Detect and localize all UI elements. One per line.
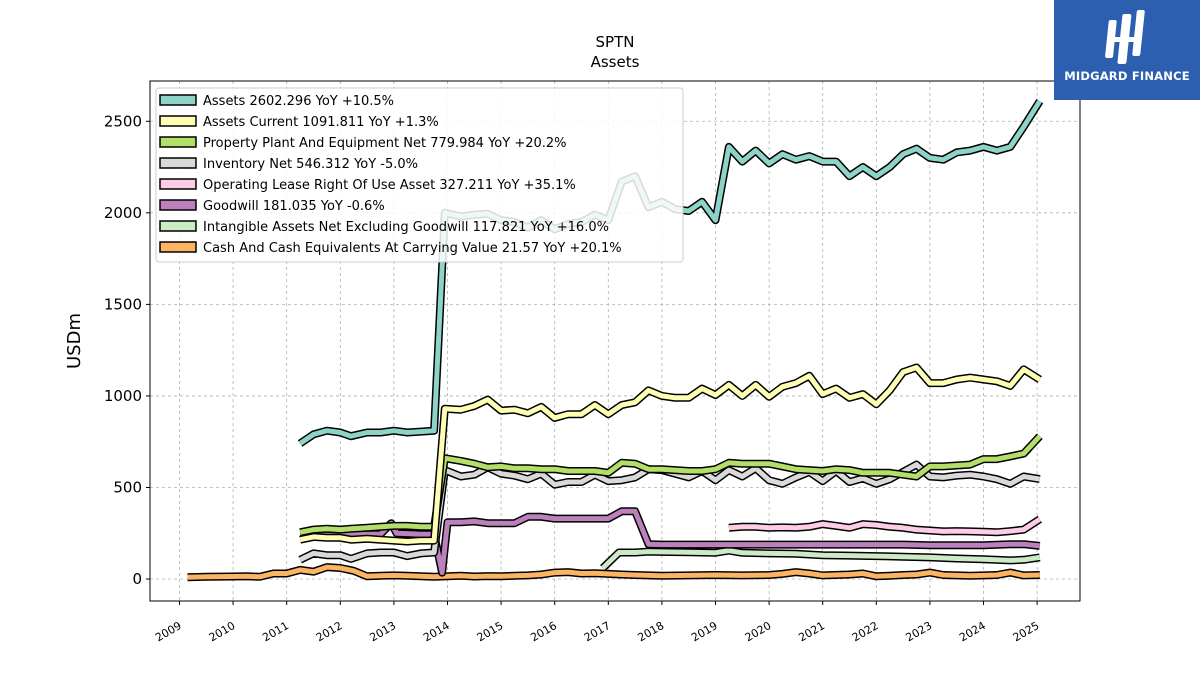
legend-swatch: [159, 220, 197, 232]
x-tick-label: 2023: [904, 619, 935, 644]
x-tick-label: 2011: [260, 619, 291, 644]
legend-swatch: [159, 178, 197, 190]
legend-label: Inventory Net 546.312 YoY -5.0%: [203, 157, 418, 172]
y-axis-label: USDm: [64, 313, 85, 369]
x-tick-label: 2024: [957, 619, 988, 644]
plot-frame: [149, 80, 1081, 602]
x-tick-label: 2015: [475, 619, 506, 644]
series-line-operating-lease-right-of-use-asset: [728, 517, 1042, 535]
x-tick-label: 2016: [528, 619, 559, 644]
x-axis: 2009 2010 2011 2012 2013 2014 2015 2016 2017 2018…: [153, 601, 1041, 644]
x-tick-label: 2012: [314, 619, 345, 644]
brand-logo: MIDGARD FINANCE: [1054, 0, 1200, 100]
y-tick-label: 0: [132, 570, 142, 588]
legend-swatch: [159, 157, 197, 169]
y-tick-label: 2500: [104, 112, 142, 130]
series-line-assets-current: [299, 365, 1042, 544]
legend-label: Intangible Assets Net Excluding Goodwill…: [203, 220, 609, 235]
logo-mark-icon: [1105, 10, 1145, 64]
x-tick-label: 2010: [207, 619, 238, 644]
y-tick-label: 2000: [104, 204, 142, 222]
series-layer: [187, 98, 1044, 582]
legend-box: [155, 87, 684, 263]
legend-swatch: [159, 241, 197, 253]
legend-swatch: [159, 199, 197, 211]
series-line-intangible-assets-net-excluding-goodwill: [601, 548, 1041, 570]
legend-label: Assets Current 1091.811 YoY +1.3%: [203, 115, 439, 130]
legend-swatch: [159, 115, 197, 127]
x-tick-label: 2019: [689, 619, 720, 644]
x-tick-label: 2017: [582, 619, 613, 644]
series-line-cash-and-cash-equivalents-at-carrying-value: [187, 564, 1040, 580]
legend: Assets 2602.296 YoY +10.5% Assets Current…: [155, 87, 684, 263]
chart-title: SPTN: [596, 33, 635, 51]
legend-label: Cash And Cash Equivalents At Carrying Va…: [203, 241, 622, 256]
x-tick-label: 2020: [743, 619, 774, 644]
y-tick-label: 500: [113, 478, 142, 496]
x-tick-label: 2013: [368, 619, 399, 644]
legend-label: Property Plant And Equipment Net 779.984…: [203, 136, 567, 151]
y-axis: 0 500 1000 1500 2000 2500: [104, 112, 150, 588]
y-tick-label: 1500: [104, 295, 142, 313]
legend-label: Goodwill 181.035 YoY -0.6%: [203, 199, 385, 214]
x-tick-label: 2021: [796, 619, 827, 644]
series-outline-property-plant-and-equipment-net: [299, 433, 1043, 537]
legend-swatch: [159, 94, 197, 106]
legend-label: Assets 2602.296 YoY +10.5%: [203, 94, 394, 109]
brand-name: MIDGARD FINANCE: [1064, 69, 1190, 83]
x-tick-label: 2018: [636, 619, 667, 644]
x-tick-label: 2014: [421, 619, 452, 644]
legend-swatch: [159, 136, 197, 148]
chart-subtitle: Assets: [591, 53, 640, 71]
x-tick-label: 2022: [850, 619, 881, 644]
x-tick-label: 2025: [1011, 619, 1042, 644]
series-outline-assets-current: [299, 363, 1042, 546]
x-tick-label: 2009: [153, 619, 184, 644]
legend-label: Operating Lease Right Of Use Asset 327.2…: [203, 178, 576, 193]
y-tick-label: 1000: [104, 387, 142, 405]
series-line-property-plant-and-equipment-net: [299, 434, 1042, 535]
